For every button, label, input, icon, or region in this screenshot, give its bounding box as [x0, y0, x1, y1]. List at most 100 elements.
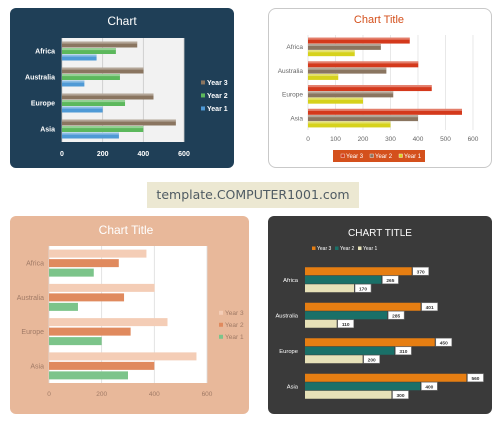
chart-4-data-label: 200	[368, 357, 376, 363]
chart-2-bar-highlight	[308, 85, 432, 88]
chart-4-data-label-box	[467, 373, 484, 383]
chart-2-bar-highlight	[308, 73, 339, 77]
chart-3-legend-swatch	[219, 322, 223, 327]
chart-4-data-label: 170	[359, 286, 367, 292]
chart-4-legend-swatch	[335, 246, 339, 250]
chart-2-legend-label: Year 1	[404, 154, 422, 160]
chart-2-tick-label: 200	[358, 136, 369, 143]
chart-1-title: Chart	[107, 14, 137, 28]
chart-1-bar-highlight	[62, 54, 97, 57]
chart-3-title: Chart Title	[99, 223, 154, 237]
chart-3-tick-label: 200	[96, 391, 107, 398]
chart-2-bar-highlight	[308, 121, 391, 124]
chart-2-tick-label: 0	[306, 136, 310, 143]
chart-1-bar-highlight	[62, 126, 144, 129]
chart-2-tick-label: 500	[440, 136, 451, 143]
chart-3-tick-label: 600	[202, 391, 213, 398]
chart-2-legend-swatch	[369, 153, 374, 158]
chart-4-bar	[305, 382, 421, 391]
chart-4-category-label: Africa	[283, 278, 299, 284]
chart-2-legend-box	[333, 150, 425, 162]
chart-2-category-label: Africa	[286, 44, 303, 51]
chart-4-bar	[305, 284, 355, 293]
chart-4-legend-swatch	[358, 246, 362, 250]
chart-4-data-label-box	[421, 302, 438, 312]
chart-2-category-label: Europe	[282, 92, 303, 99]
chart-4-bar	[305, 302, 421, 311]
chart-4-data-label-box	[354, 283, 372, 293]
chart-3-bar	[49, 259, 119, 268]
chart-1-category-label: Africa	[35, 48, 55, 55]
chart-1-legend-label: Year 3	[207, 80, 228, 87]
chart-4-bar	[305, 275, 382, 284]
chart-1-legend-swatch	[201, 93, 205, 98]
chart-2-bar	[308, 108, 462, 115]
chart-1-bar	[62, 41, 138, 48]
chart-2-bar-highlight	[308, 43, 381, 46]
chart-1-tick-label: 600	[178, 151, 190, 158]
chart-2-tick-label: 600	[468, 136, 479, 143]
chart-2-legend-label: Year 2	[375, 154, 393, 160]
chart-2-category-label: Asia	[290, 115, 303, 122]
chart-4-data-label: 265	[386, 278, 394, 284]
chart-2-bar-highlight	[308, 61, 419, 64]
chart-4-legend-label: Year 1	[363, 246, 377, 252]
chart-3-bar	[49, 361, 155, 370]
chart-3-legend-label: Year 3	[225, 310, 244, 317]
chart-2-tick-label: 400	[413, 136, 424, 143]
chart-4-legend-label: Year 2	[340, 246, 354, 252]
chart-4-data-label: 110	[342, 322, 350, 328]
chart-4-bar	[305, 319, 337, 328]
chart-4-bar	[305, 338, 435, 347]
chart-2-bar-highlight	[308, 67, 387, 70]
chart-2-bar	[308, 85, 432, 92]
chart-1-tick-label: 0	[60, 151, 64, 158]
chart-2-bar	[308, 115, 418, 122]
chart-2-bar	[308, 67, 387, 74]
chart-2-bar	[308, 43, 381, 50]
chart-3-tick-label: 400	[149, 391, 160, 398]
chart-2-legend-swatch	[398, 153, 403, 158]
chart-1-bar	[62, 54, 97, 61]
chart-1-category-label: Australia	[25, 74, 55, 81]
chart-4-data-label: 300	[396, 393, 404, 399]
chart-1-bar-highlight	[62, 48, 116, 51]
chart-2-bar	[308, 97, 363, 104]
chart-1-bar-highlight	[62, 100, 126, 103]
chart-3-bar	[49, 318, 168, 327]
chart-4-data-label-box	[392, 390, 409, 400]
chart-2-legend-label: Year 3	[346, 154, 364, 160]
chart-1-bar	[62, 48, 116, 54]
chart-1-bar	[62, 100, 126, 106]
chart-4-bar	[305, 373, 467, 382]
chart-4-bar	[305, 267, 412, 276]
chart-2-bar-highlight	[308, 108, 462, 111]
chart-2-title: Chart Title	[354, 14, 404, 26]
chart-4-bar	[305, 390, 392, 399]
chart-2-bar-highlight	[308, 91, 394, 94]
chart-1-bar-highlight	[62, 93, 154, 96]
chart-3-legend-label: Year 2	[225, 322, 244, 329]
chart-3-category-label: Europe	[21, 329, 44, 336]
chart-4-category-label: Asia	[287, 384, 299, 390]
chart-4-data-label: 370	[417, 269, 425, 275]
chart-3-bar	[49, 268, 94, 277]
chart-4-legend-label: Year 3	[317, 246, 331, 252]
chart-1-legend-swatch	[201, 106, 205, 111]
chart-1-category-label: Europe	[31, 100, 55, 107]
chart-1-legend-swatch	[201, 80, 205, 85]
chart-2-legend-swatch	[340, 153, 345, 158]
chart-2-bar	[308, 61, 419, 68]
chart-4-data-label-box	[337, 319, 355, 329]
chart-3-tick-label: 0	[47, 391, 51, 398]
chart-1-category-label: Asia	[40, 126, 55, 133]
chart-1-legend-label: Year 1	[207, 106, 228, 113]
chart-4-title: CHART TITLE	[348, 228, 412, 239]
chart-1-bar-highlight	[62, 74, 120, 77]
chart-2-bar-highlight	[308, 115, 418, 118]
chart-1-legend-label: Year 2	[207, 93, 228, 100]
chart-1-bar	[62, 126, 144, 132]
chart-2-bar	[308, 37, 410, 44]
chart-2-bar	[308, 121, 391, 128]
